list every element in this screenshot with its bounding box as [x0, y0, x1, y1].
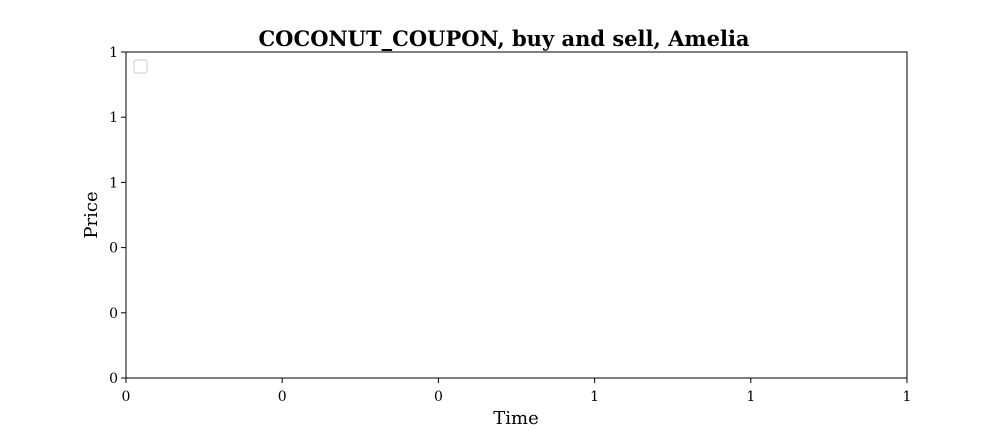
y-tick-label: 0	[109, 371, 118, 387]
y-tick-label: 1	[109, 175, 118, 191]
legend	[133, 59, 148, 74]
x-tick-label: 0	[434, 389, 443, 405]
y-axis-label: Price	[81, 191, 102, 238]
x-axis-label: Time	[493, 408, 538, 429]
x-tick-label: 1	[746, 389, 755, 405]
chart-title: COCONUT_COUPON, buy and sell, Amelia	[258, 26, 749, 51]
y-tick-label: 1	[109, 45, 118, 61]
x-tick-label: 1	[903, 389, 912, 405]
y-tick-label: 0	[109, 306, 118, 322]
x-axis-ticks: 0 0 0 1 1 1	[122, 378, 912, 405]
x-tick-label: 0	[122, 389, 131, 405]
y-axis-ticks: 0 0 0 1 1 1	[109, 45, 126, 387]
plot-frame	[125, 51, 908, 379]
x-tick-label: 1	[590, 389, 599, 405]
y-tick-label: 0	[109, 241, 118, 257]
x-tick-label: 0	[278, 389, 287, 405]
y-tick-label: 1	[109, 110, 118, 126]
